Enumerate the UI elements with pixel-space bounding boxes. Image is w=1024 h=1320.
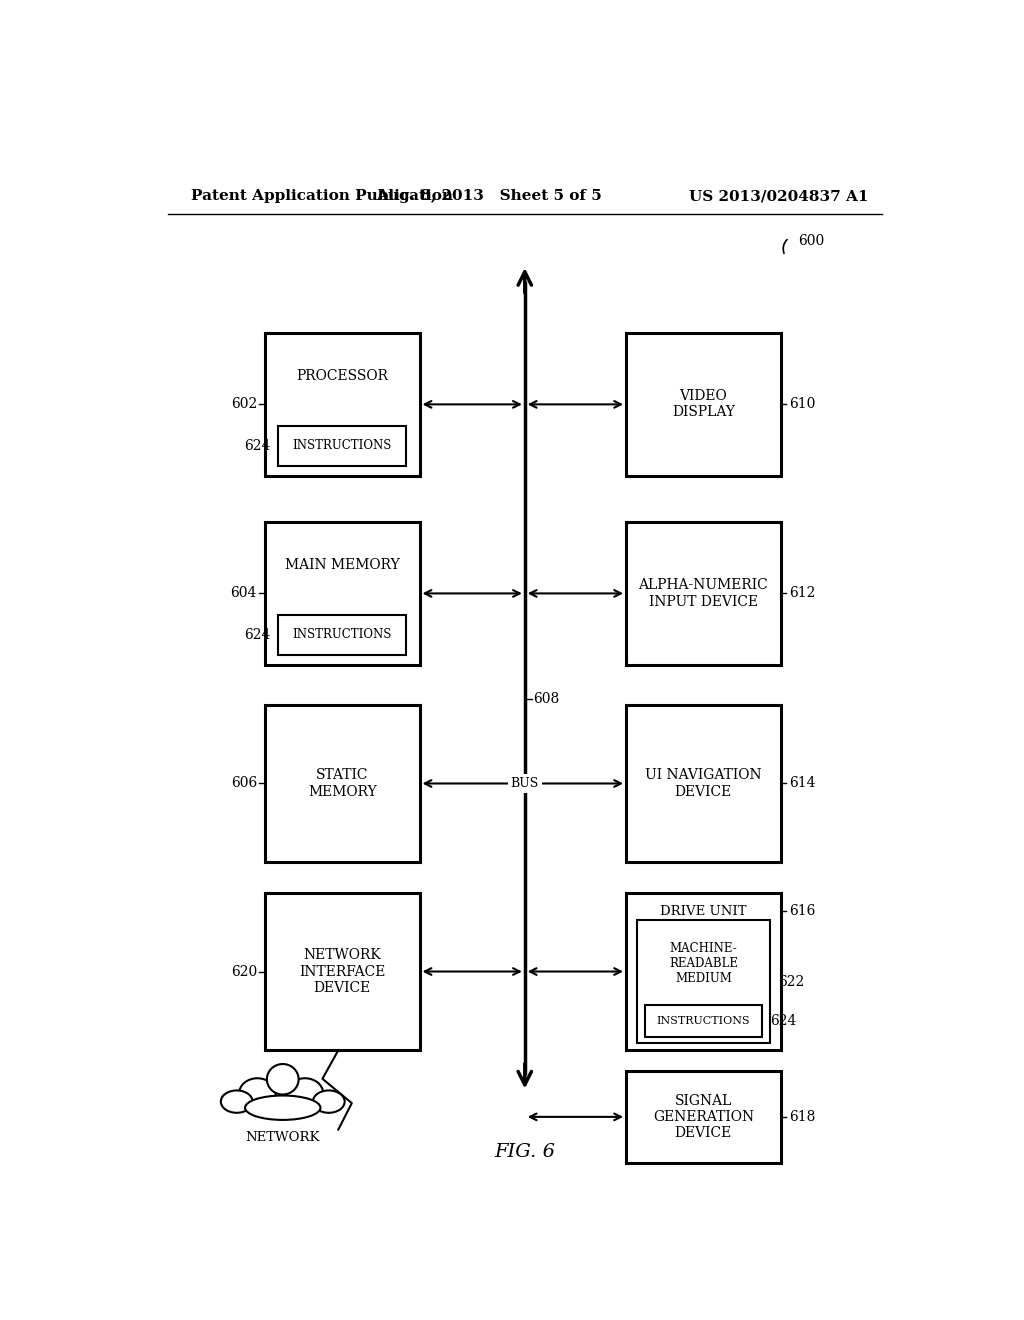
- Bar: [265, 892, 420, 1051]
- Text: 606: 606: [230, 776, 257, 791]
- Text: DRIVE UNIT: DRIVE UNIT: [660, 904, 746, 917]
- Text: INSTRUCTIONS: INSTRUCTIONS: [293, 628, 392, 642]
- Ellipse shape: [287, 1078, 324, 1109]
- Bar: [626, 523, 780, 664]
- Text: NETWORK
INTERFACE
DEVICE: NETWORK INTERFACE DEVICE: [299, 948, 385, 995]
- Text: ALPHA-NUMERIC
INPUT DEVICE: ALPHA-NUMERIC INPUT DEVICE: [639, 578, 768, 609]
- Text: BUS: BUS: [511, 777, 539, 789]
- Text: 624: 624: [244, 628, 270, 642]
- Bar: [645, 1005, 762, 1038]
- Text: MAIN MEMORY: MAIN MEMORY: [285, 558, 399, 572]
- Ellipse shape: [240, 1078, 275, 1109]
- Text: VIDEO
DISPLAY: VIDEO DISPLAY: [672, 389, 735, 420]
- Ellipse shape: [245, 1096, 321, 1119]
- Text: SIGNAL
GENERATION
DEVICE: SIGNAL GENERATION DEVICE: [652, 1094, 754, 1140]
- Ellipse shape: [313, 1090, 345, 1113]
- Bar: [265, 705, 420, 862]
- Text: 614: 614: [788, 776, 815, 791]
- Bar: [637, 920, 770, 1043]
- Text: NETWORK: NETWORK: [246, 1131, 321, 1144]
- Text: 604: 604: [230, 586, 257, 601]
- Text: 626: 626: [219, 1093, 246, 1107]
- Text: 608: 608: [532, 692, 559, 706]
- Text: 610: 610: [788, 397, 815, 412]
- Bar: [626, 333, 780, 475]
- Text: STATIC
MEMORY: STATIC MEMORY: [308, 768, 377, 799]
- Text: FIG. 6: FIG. 6: [495, 1143, 555, 1162]
- Text: PROCESSOR: PROCESSOR: [296, 368, 388, 383]
- Text: 612: 612: [788, 586, 815, 601]
- Ellipse shape: [221, 1090, 253, 1113]
- Text: Patent Application Publication: Patent Application Publication: [191, 189, 454, 203]
- Text: UI NAVIGATION
DEVICE: UI NAVIGATION DEVICE: [645, 768, 762, 799]
- Text: 620: 620: [230, 965, 257, 978]
- Text: 622: 622: [778, 974, 804, 989]
- Text: MACHINE-
READABLE
MEDIUM: MACHINE- READABLE MEDIUM: [669, 941, 738, 985]
- Text: US 2013/0204837 A1: US 2013/0204837 A1: [689, 189, 868, 203]
- Text: 600: 600: [799, 234, 825, 248]
- Bar: [626, 892, 780, 1051]
- Text: 624: 624: [244, 438, 270, 453]
- Bar: [279, 426, 407, 466]
- Text: INSTRUCTIONS: INSTRUCTIONS: [656, 1016, 751, 1026]
- Bar: [265, 333, 420, 475]
- Ellipse shape: [267, 1064, 299, 1094]
- Text: INSTRUCTIONS: INSTRUCTIONS: [293, 440, 392, 453]
- Text: 616: 616: [788, 904, 815, 917]
- Text: Aug. 8, 2013   Sheet 5 of 5: Aug. 8, 2013 Sheet 5 of 5: [376, 189, 602, 203]
- Bar: [626, 705, 780, 862]
- Text: 618: 618: [788, 1110, 815, 1123]
- Bar: [265, 523, 420, 664]
- Bar: [626, 1071, 780, 1163]
- Text: 624: 624: [770, 1014, 797, 1028]
- Text: 602: 602: [230, 397, 257, 412]
- Bar: [279, 615, 407, 655]
